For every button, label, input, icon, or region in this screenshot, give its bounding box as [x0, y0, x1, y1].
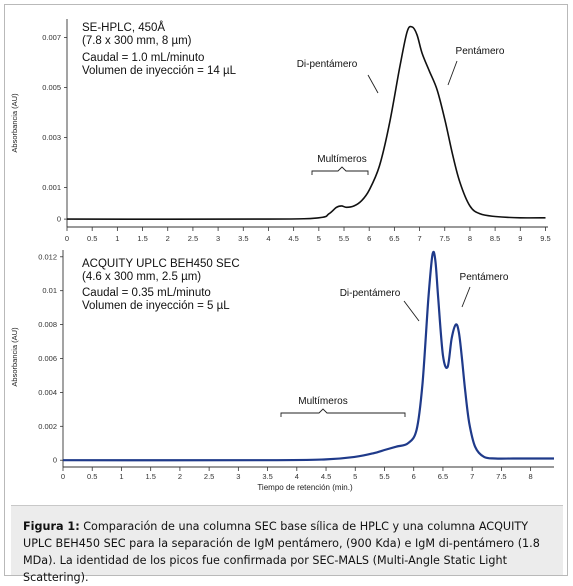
- x-tick-label: 6.5: [438, 472, 448, 481]
- y-tick-label: 0.01: [42, 286, 57, 295]
- chart-bottom-axes: 0 0.5 1 1.5 2 2.5 3 3.5 4 4.5 5 5.5 6 6.5 7 7.5 8 0 0.002 0…: [38, 250, 554, 481]
- figure-frame: SE-HPLC, 450Å (7.8 x 300 mm, 8 µm) Cauda…: [4, 4, 568, 584]
- chart-top-axes: 0 0.5 1 1.5 2 2.5 3 3.5 4 4.5 5 5.5 6 6.5 7 7.5 8 8.5 9 9.5…: [42, 19, 551, 243]
- chart-top: SE-HPLC, 450Å (7.8 x 300 mm, 8 µm) Cauda…: [10, 19, 551, 243]
- x-tick-label: 1: [119, 472, 123, 481]
- x-tick-label: 0: [61, 472, 65, 481]
- chart-top-annotation-dipentamero: Di-pentámero: [297, 59, 379, 94]
- x-tick-label: 8: [468, 234, 472, 243]
- x-tick-label: 2.5: [188, 234, 198, 243]
- chart-top-annotation-multimeros-label: Multímeros: [317, 154, 366, 165]
- chart-bottom-multimeros-bracket: [280, 408, 406, 417]
- chart-top-title-line-4: Volumen de inyección = 14 µL: [82, 65, 237, 77]
- charts-svg: SE-HPLC, 450Å (7.8 x 300 mm, 8 µm) Cauda…: [10, 19, 554, 492]
- chart-top-annotation-pentamero: Pentámero: [447, 46, 505, 86]
- chart-bottom-ylabel: Absorbancia (AU): [10, 327, 19, 387]
- chart-top-annotation-pentamero-label: Pentámero: [456, 46, 505, 57]
- chart-top-title-line-1: SE-HPLC, 450Å: [82, 21, 165, 34]
- x-tick-label: 7: [417, 234, 421, 243]
- x-tick-label: 5: [317, 234, 321, 243]
- y-tick-label: 0.005: [42, 83, 61, 92]
- chart-top-title-line-2: (7.8 x 300 mm, 8 µm): [82, 35, 192, 47]
- series-line: [66, 25, 546, 220]
- x-tick-label: 4.5: [321, 472, 331, 481]
- chart-top-dipentamero-pointer: [367, 74, 379, 94]
- x-tick-label: 1.5: [145, 472, 155, 481]
- x-tick-label: 6.5: [389, 234, 399, 243]
- y-tick-label: 0.002: [38, 422, 57, 431]
- x-tick-label: 4.5: [288, 234, 298, 243]
- chart-top-title-line-3: Caudal = 1.0 mL/minuto: [82, 52, 204, 64]
- x-tick-label: 5.5: [339, 234, 349, 243]
- x-tick-label: 6: [412, 472, 416, 481]
- x-tick-label: 8: [529, 472, 533, 481]
- chart-bottom-annotation-dipentamero-label: Di-pentámero: [340, 288, 401, 299]
- x-tick-label: 8.5: [490, 234, 500, 243]
- y-tick-label: 0.003: [42, 133, 61, 142]
- chart-top-annotation-dipentamero-label: Di-pentámero: [297, 59, 358, 70]
- chart-top-annotation-multimeros: Multímeros: [311, 154, 369, 175]
- x-tick-label: 7.5: [496, 472, 506, 481]
- x-tick-label: 2: [166, 234, 170, 243]
- chart-top-ylabel: Absorbancia (AU): [10, 93, 19, 153]
- x-tick-label: 2: [178, 472, 182, 481]
- x-tick-label: 3.5: [262, 472, 272, 481]
- x-tick-label: 1: [115, 234, 119, 243]
- figure-caption: Figura 1: Comparación de una columna SEC…: [11, 505, 563, 584]
- x-tick-label: 7.5: [440, 234, 450, 243]
- x-tick-label: 4: [295, 472, 299, 481]
- x-tick-label: 9: [518, 234, 522, 243]
- y-tick-label: 0: [57, 215, 61, 224]
- chart-top-pentamero-pointer: [447, 60, 458, 86]
- chart-bottom-annotation-dipentamero: Di-pentámero: [340, 288, 420, 322]
- chart-top-multimeros-bracket: [311, 166, 369, 175]
- x-tick-label: 7: [470, 472, 474, 481]
- y-tick-label: 0.006: [38, 354, 57, 363]
- x-tick-label: 6: [367, 234, 371, 243]
- chart-bottom-plot: [62, 250, 554, 462]
- x-tick-label: 3: [236, 472, 240, 481]
- x-tick-label: 2.5: [204, 472, 214, 481]
- y-tick-label: 0.012: [38, 252, 57, 261]
- chart-bottom-title-line-2: (4.6 x 300 mm, 2.5 µm): [82, 271, 201, 283]
- x-tick-label: 9.5: [540, 234, 550, 243]
- chart-bottom-annotation-multimeros: Multímeros: [280, 396, 406, 417]
- series-line: [62, 250, 554, 462]
- x-tick-label: 0.5: [87, 234, 97, 243]
- chart-top-plot: [66, 25, 546, 220]
- y-tick-label: 0.007: [42, 33, 61, 42]
- chart-bottom-annotation-multimeros-label: Multímeros: [298, 396, 347, 407]
- y-tick-label: 0.004: [38, 388, 57, 397]
- chart-bottom: ACQUITY UPLC BEH450 SEC (4.6 x 300 mm, 2…: [10, 250, 554, 492]
- chart-bottom-annotation-pentamero: Pentámero: [460, 272, 509, 308]
- x-tick-label: 0: [65, 234, 69, 243]
- x-tick-label: 3.5: [238, 234, 248, 243]
- y-tick-label: 0.008: [38, 320, 57, 329]
- chart-bottom-title: ACQUITY UPLC BEH450 SEC (4.6 x 300 mm, 2…: [82, 258, 240, 312]
- chart-bottom-title-line-1: ACQUITY UPLC BEH450 SEC: [82, 258, 240, 270]
- chart-bottom-annotation-pentamero-label: Pentámero: [460, 272, 509, 283]
- chart-bottom-xlabel: Tiempo de retención (min.): [257, 483, 353, 492]
- chart-top-title: SE-HPLC, 450Å (7.8 x 300 mm, 8 µm) Cauda…: [82, 21, 237, 77]
- y-tick-label: 0: [53, 456, 57, 465]
- x-tick-label: 0.5: [87, 472, 97, 481]
- chart-bottom-pentamero-pointer: [461, 286, 471, 308]
- caption-label: Figura 1:: [23, 520, 80, 533]
- chart-bottom-dipentamero-pointer: [403, 300, 420, 322]
- x-tick-label: 5: [353, 472, 357, 481]
- x-tick-label: 4: [266, 234, 270, 243]
- x-tick-label: 1.5: [137, 234, 147, 243]
- x-tick-label: 3: [216, 234, 220, 243]
- chart-bottom-title-line-4: Volumen de inyección = 5 µL: [82, 300, 230, 312]
- x-tick-label: 5.5: [379, 472, 389, 481]
- chart-bottom-title-line-3: Caudal = 0.35 mL/minuto: [82, 287, 211, 299]
- caption-text: Comparación de una columna SEC base síli…: [23, 520, 540, 584]
- y-tick-label: 0.001: [42, 183, 61, 192]
